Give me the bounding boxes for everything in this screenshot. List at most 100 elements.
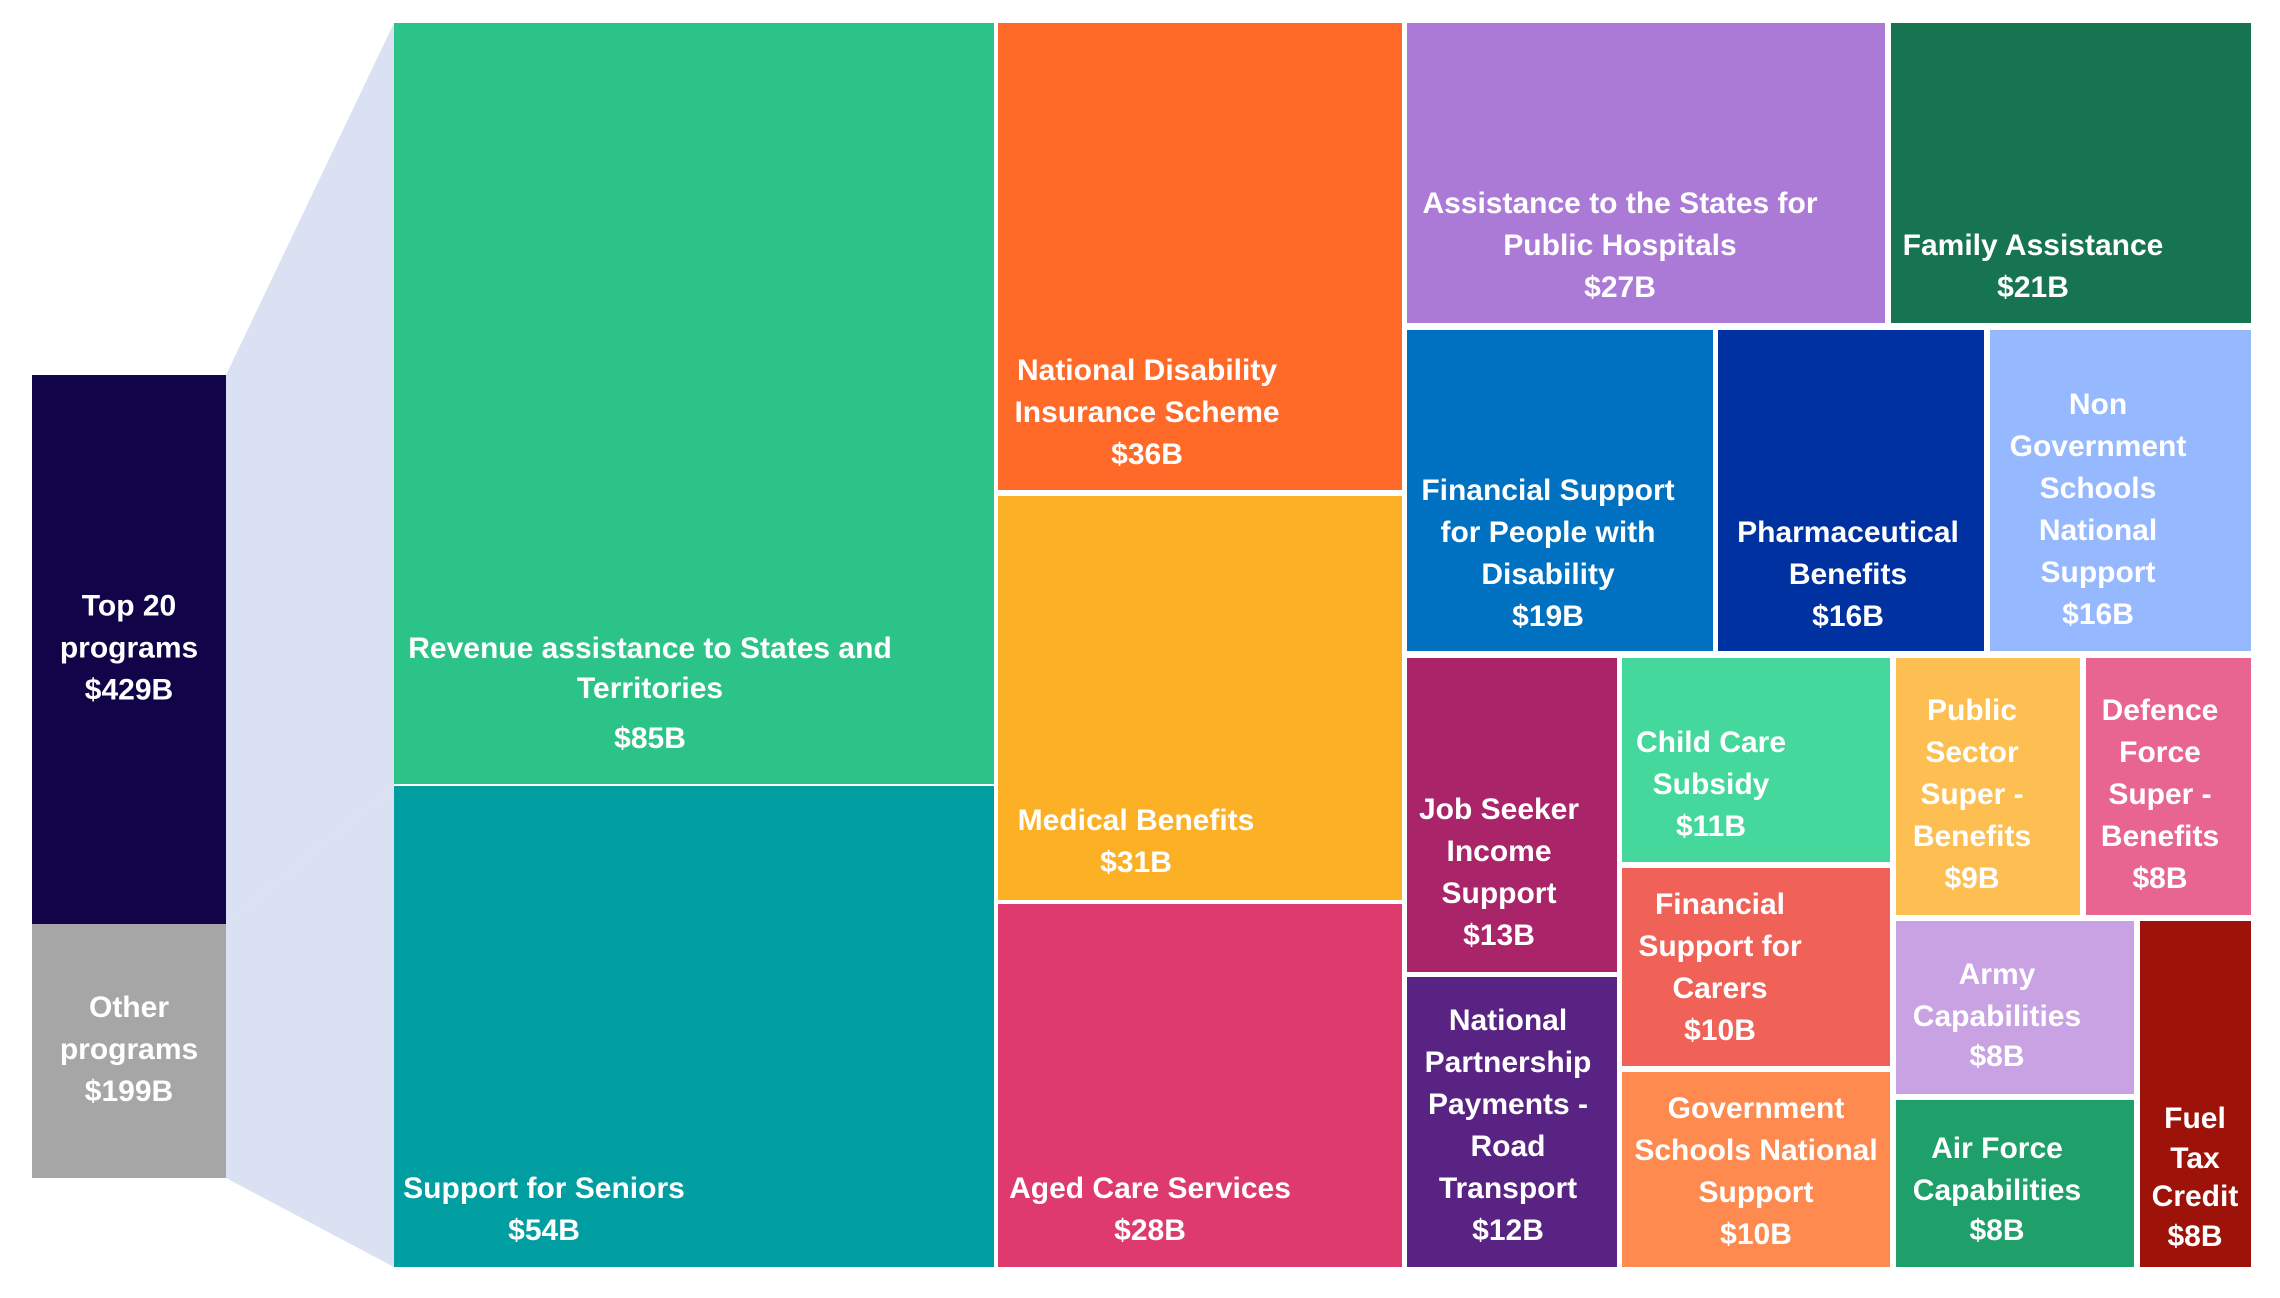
tile-label: Subsidy	[1653, 768, 1770, 801]
tile-pharmaceutical-benefits: Pharmaceutical Benefits $16B	[1718, 330, 1984, 651]
tile-national-disability-insurance-scheme: National Disability Insurance Scheme $36B	[998, 23, 1402, 490]
tile-label: National	[1449, 1004, 1567, 1037]
tile-label: Capabilities	[1913, 1174, 2081, 1207]
tile-value: $36B	[1111, 438, 1183, 471]
summary-top-20-value: $429B	[85, 673, 173, 706]
tile-value: $28B	[1114, 1214, 1186, 1247]
tile-value: $19B	[1512, 600, 1584, 633]
tile-aged-care-services: Aged Care Services $28B	[998, 904, 1402, 1267]
tile-label: Fuel	[2164, 1102, 2226, 1135]
tile-label: Super -	[2108, 778, 2211, 811]
tile-rect	[998, 23, 1402, 490]
tile-job-seeker-income-support: Job Seeker Income Support $13B	[1407, 658, 1617, 972]
tile-label: Benefits	[1913, 820, 2031, 853]
tile-value: $85B	[614, 722, 686, 755]
tile-family-assistance: Family Assistance $21B	[1891, 23, 2251, 323]
summary-top-20-label: programs	[60, 631, 198, 664]
tile-value: $31B	[1100, 846, 1172, 879]
tile-label: Government	[1668, 1092, 1845, 1125]
tile-non-government-schools-national-support: Non Government Schools National Support $16B	[1990, 330, 2251, 651]
tile-rect	[1407, 23, 1885, 323]
tile-label: Child Care	[1636, 726, 1786, 759]
tile-label: National	[2039, 514, 2157, 547]
tile-label: Transport	[1439, 1172, 1577, 1205]
tile-rect	[1622, 658, 1890, 862]
tile-label: Public Hospitals	[1503, 229, 1736, 262]
tile-rect	[1896, 1100, 2134, 1267]
tile-revenue-assistance-to-states-and-territories: Revenue assistance to States and Territor…	[394, 23, 994, 784]
tile-label: Schools National	[1634, 1134, 1877, 1167]
tile-label: Assistance to the States for	[1422, 187, 1817, 220]
tile-rect	[1407, 330, 1713, 651]
tile-financial-support-for-people-with-disability: Financial Support for People with Disabili…	[1407, 330, 1713, 651]
tile-value: $8B	[1969, 1040, 2024, 1073]
tile-value: $8B	[2167, 1220, 2222, 1253]
tile-label: Road	[1471, 1130, 1546, 1163]
tile-rect	[998, 496, 1402, 900]
tile-rect	[1896, 921, 2134, 1094]
tile-army-capabilities: Army Capabilities $8B	[1896, 921, 2134, 1094]
tile-label: Support	[1442, 877, 1557, 910]
tile-label: Partnership	[1425, 1046, 1592, 1079]
tile-value: $16B	[1812, 600, 1884, 633]
connector-wedge-bottom	[226, 786, 394, 1267]
tile-rect	[1407, 658, 1617, 972]
tile-label: Public	[1927, 694, 2017, 727]
tile-defence-force-super-benefits: Defence Force Super - Benefits $8B	[2086, 658, 2251, 915]
tile-label: Schools	[2040, 472, 2157, 505]
tile-value: $54B	[508, 1214, 580, 1247]
tile-value: $10B	[1684, 1014, 1756, 1047]
summary-bar-top-20	[32, 375, 226, 924]
tile-label: Government	[2010, 430, 2187, 463]
tile-label: for People with	[1440, 516, 1655, 549]
tile-label: Support	[2041, 556, 2156, 589]
summary-bar-other	[32, 924, 226, 1178]
tile-label: Capabilities	[1913, 1000, 2081, 1033]
tile-label: Support for Seniors	[403, 1172, 685, 1205]
tile-air-force-capabilities: Air Force Capabilities $8B	[1896, 1100, 2134, 1267]
summary-top-20-label: Top 20	[82, 589, 176, 622]
connector-wedge-top	[226, 23, 394, 924]
tile-financial-support-for-carers: Financial Support for Carers $10B	[1622, 868, 1890, 1066]
summary-other-label: programs	[60, 1033, 198, 1066]
tile-value: $9B	[1944, 862, 1999, 895]
tile-label: Army	[1959, 958, 2036, 991]
tile-label: Disability	[1481, 558, 1615, 591]
tile-value: $13B	[1463, 919, 1535, 952]
tile-rect	[998, 904, 1402, 1267]
summary-other: Other programs $199B	[60, 991, 198, 1108]
tile-rect	[1407, 977, 1617, 1267]
tile-value: $8B	[2132, 862, 2187, 895]
tile-label: Air Force	[1931, 1132, 2063, 1165]
tile-label: Tax	[2170, 1142, 2220, 1175]
tile-value: $16B	[2062, 598, 2134, 631]
tile-value: $27B	[1584, 271, 1656, 304]
tile-rect	[1891, 23, 2251, 323]
tile-rect	[394, 786, 994, 1267]
tile-rect	[1622, 1072, 1890, 1267]
tile-label: Benefits	[1789, 558, 1907, 591]
tile-label: Benefits	[2101, 820, 2219, 853]
tile-label: Territories	[577, 672, 723, 705]
tile-rect	[1622, 868, 1890, 1066]
tile-rect	[1990, 330, 2251, 651]
tile-label: Family Assistance	[1903, 229, 2164, 262]
tile-label: Support	[1699, 1176, 1814, 1209]
tile-label: National Disability	[1017, 354, 1277, 387]
tile-label: Sector	[1925, 736, 2019, 769]
tile-rect	[394, 23, 994, 784]
tile-rect	[2140, 921, 2251, 1267]
tile-national-partnership-payments-road-transport: National Partnership Payments - Road Transpo…	[1407, 977, 1617, 1267]
tile-government-schools-national-support: Government Schools National Support $10B	[1622, 1072, 1890, 1267]
tile-label: Credit	[2152, 1180, 2239, 1213]
tile-label: Insurance Scheme	[1014, 396, 1279, 429]
summary-top-20: Top 20 programs $429B	[60, 589, 198, 706]
tile-label: Non	[2069, 388, 2127, 421]
tile-assistance-to-the-states-for-public-hospitals: Assistance to the States for Public Hospi…	[1407, 23, 1885, 323]
tile-medical-benefits: Medical Benefits $31B	[998, 496, 1402, 900]
tile-label: Financial	[1655, 888, 1785, 921]
tile-value: $10B	[1720, 1218, 1792, 1251]
tile-value: $11B	[1676, 810, 1746, 843]
tile-label: Job Seeker	[1419, 793, 1579, 826]
